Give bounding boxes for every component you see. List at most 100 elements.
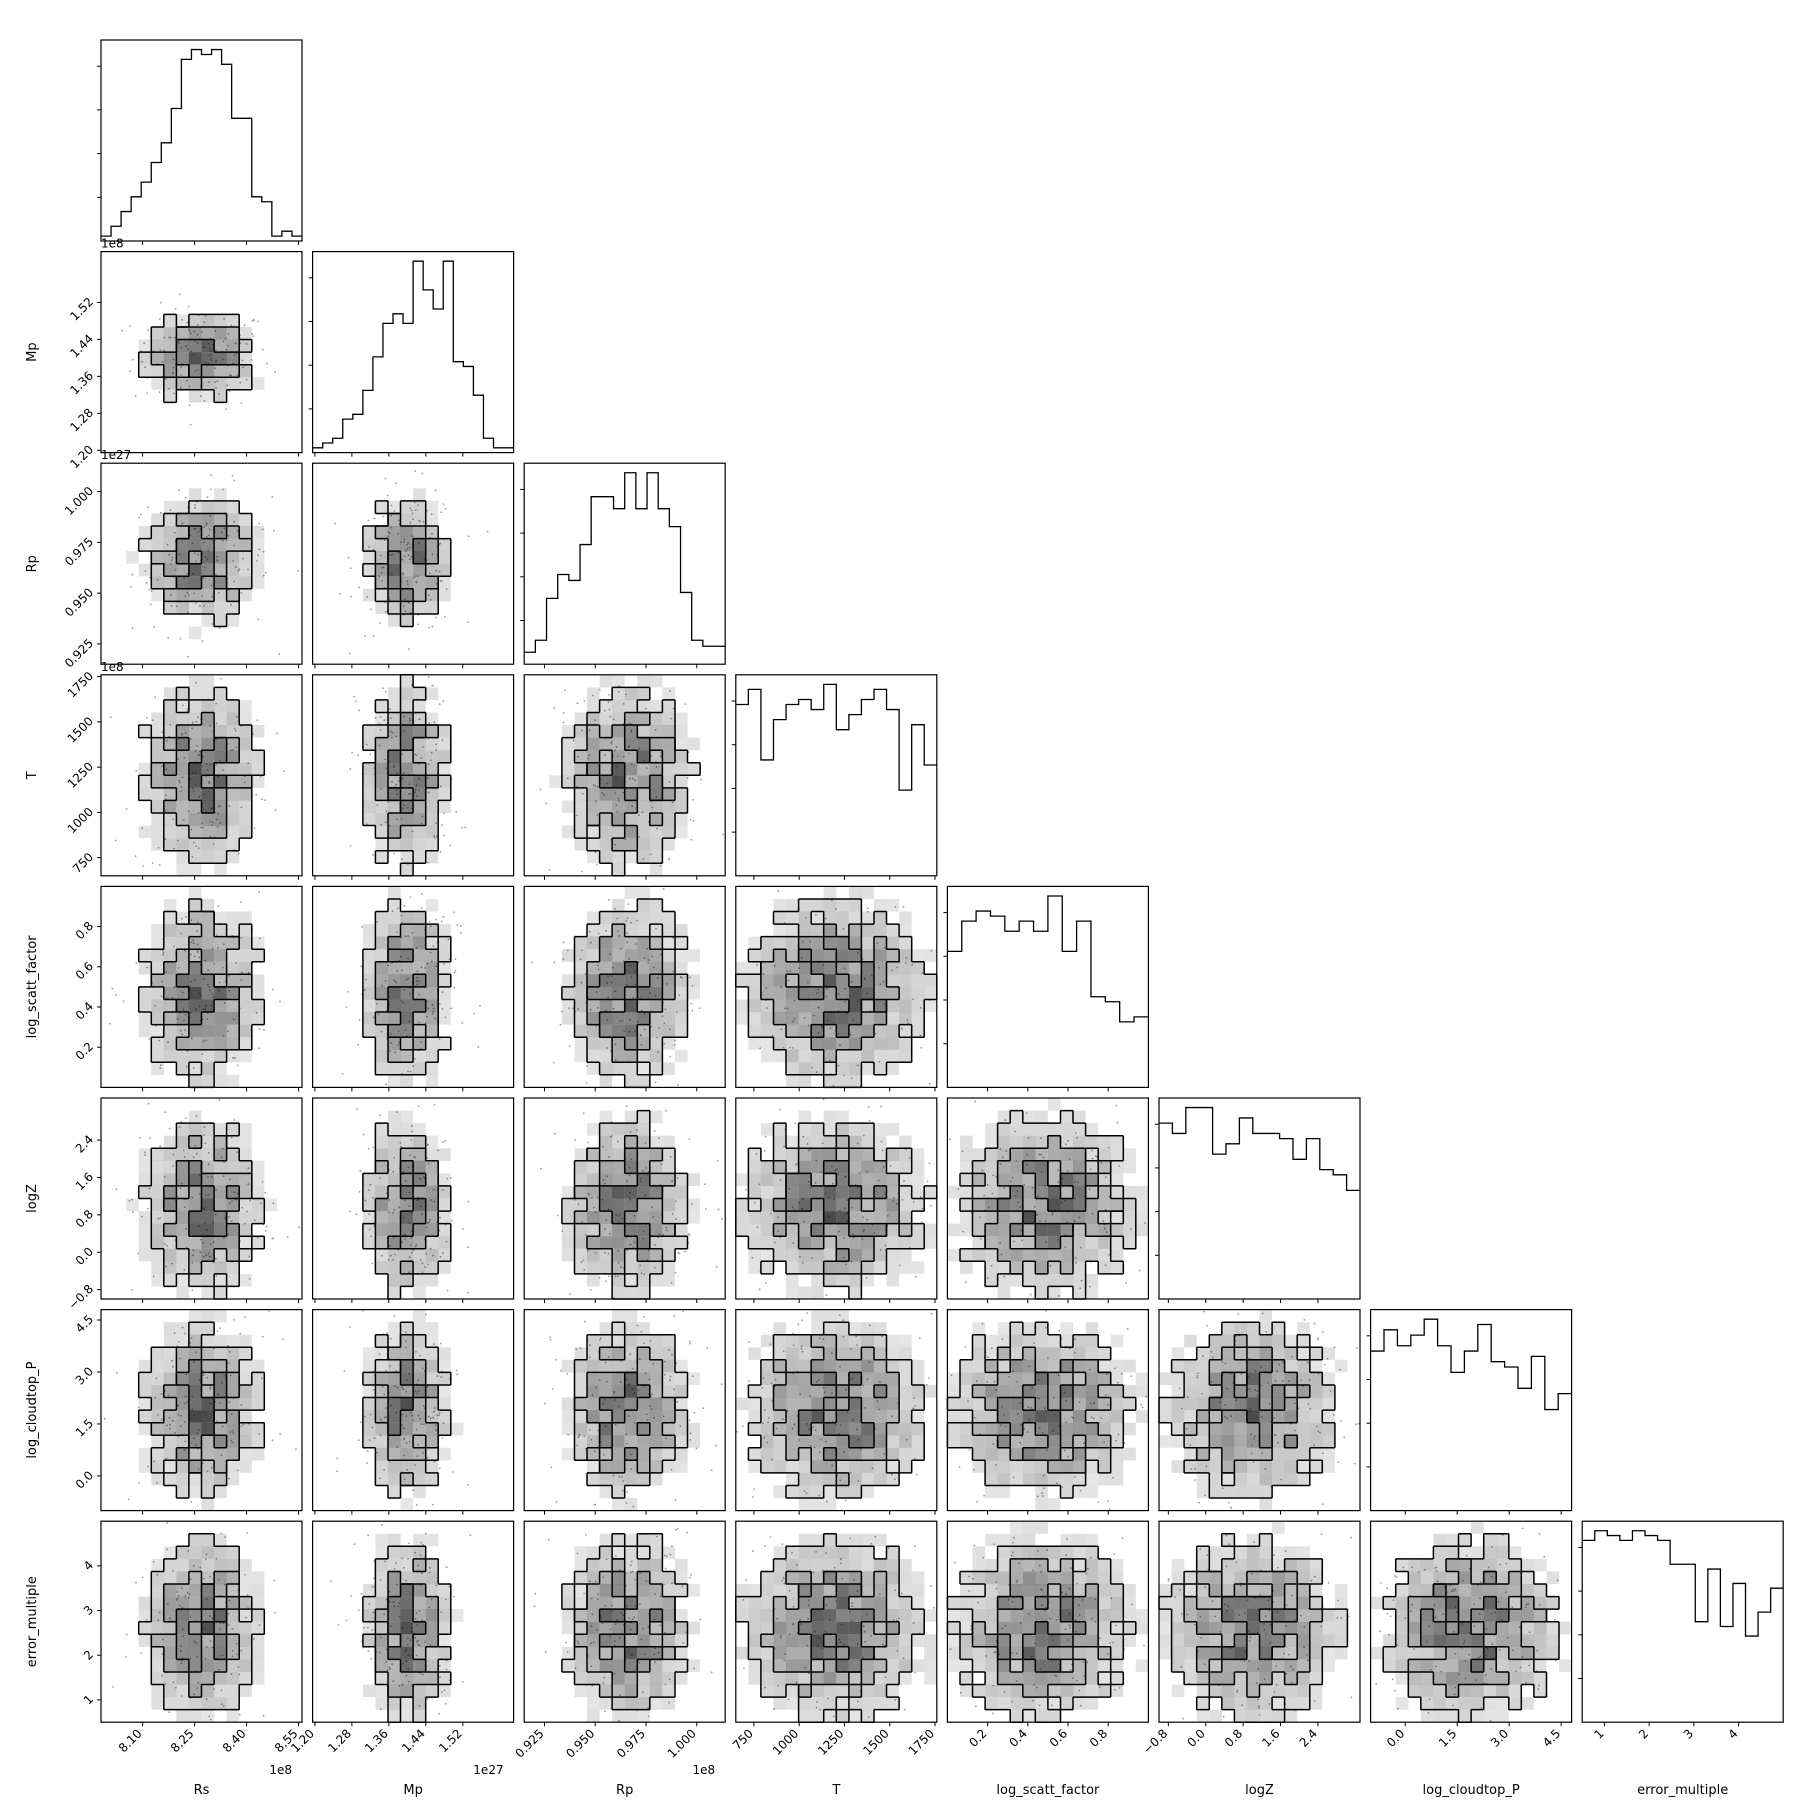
density-cell: [735, 1173, 749, 1186]
density-cell: [1073, 1261, 1086, 1274]
density-cell: [176, 1236, 189, 1249]
density-cell: [239, 813, 252, 826]
density-cell: [226, 725, 240, 738]
sample-point: [146, 392, 149, 395]
density-cell: [649, 1062, 663, 1075]
density-cell: [201, 1309, 215, 1323]
density-cell: [836, 1236, 849, 1249]
sample-point: [336, 1457, 339, 1460]
density-cell: [239, 737, 252, 751]
sample-point: [216, 380, 219, 383]
sample-point: [552, 1061, 555, 1064]
sample-point: [404, 550, 407, 553]
density-cell: [823, 899, 837, 912]
y-axis-label: Mp: [25, 342, 40, 361]
density-cell: [773, 1347, 787, 1360]
sample-point: [704, 1208, 707, 1210]
density-cell: [997, 1148, 1011, 1161]
density-cell: [624, 1049, 638, 1063]
density-cell: [375, 936, 388, 950]
density-cell: [637, 838, 650, 851]
sample-point: [186, 321, 189, 324]
density-cell: [911, 1422, 925, 1436]
panel-frame: [523, 462, 726, 665]
density-cell: [848, 1422, 862, 1436]
sample-point: [408, 546, 411, 549]
sample-point: [402, 572, 405, 575]
density-cell: [438, 974, 451, 987]
density-cell: [899, 1248, 912, 1262]
density-cell: [226, 1261, 240, 1274]
density-cell: [226, 825, 240, 839]
sample-point: [440, 580, 443, 582]
density-cell: [151, 762, 164, 776]
density-cell: [201, 1472, 215, 1486]
density-cell: [425, 1135, 439, 1149]
density-cell: [798, 1135, 812, 1149]
density-cell: [786, 1334, 799, 1348]
density-cell: [201, 1498, 215, 1511]
sample-point: [406, 580, 409, 583]
density-cell: [201, 1160, 215, 1174]
density-cell: [251, 1435, 265, 1448]
density-cell: [163, 1012, 177, 1025]
y-tick-label: 0.0: [73, 1468, 96, 1491]
density-cell: [188, 974, 202, 987]
sample-point: [164, 1111, 167, 1113]
sample-point: [662, 887, 665, 890]
sample-point: [409, 611, 412, 614]
density-cell: [587, 1472, 600, 1486]
density-cell: [163, 936, 177, 950]
density-cell: [997, 1223, 1011, 1237]
density-cell: [561, 1185, 575, 1199]
density-cell: [400, 924, 414, 937]
sample-point: [215, 764, 217, 766]
density-cell: [138, 825, 152, 839]
density-cell: [151, 986, 164, 1000]
density-cell: [612, 1385, 625, 1398]
density-cell: [811, 1049, 824, 1063]
density-cell: [176, 1185, 189, 1199]
density-cell: [823, 924, 837, 937]
sample-point: [414, 753, 416, 756]
sample-point: [764, 1135, 767, 1138]
density-cell: [823, 961, 837, 975]
density-cell: [1035, 1160, 1048, 1174]
density-cell: [413, 838, 426, 851]
sample-point: [358, 586, 361, 589]
density-cell: [798, 1334, 812, 1348]
sample-point: [258, 1028, 261, 1030]
density-cell: [599, 1110, 613, 1124]
density-cell: [874, 1236, 887, 1249]
sample-point: [203, 605, 206, 607]
density-cell: [760, 1422, 774, 1436]
density-cell: [786, 1049, 799, 1063]
density-cell: [574, 1422, 588, 1436]
density-cell: [662, 1410, 675, 1423]
density-cell: [687, 1422, 701, 1436]
sample-point: [426, 777, 429, 780]
density-cell: [188, 1012, 202, 1025]
density-cell: [637, 986, 650, 1000]
density-cell: [823, 1397, 837, 1411]
density-cell: [587, 1397, 600, 1411]
density-cell: [861, 949, 874, 962]
density-cell: [662, 1447, 675, 1461]
sample-point: [583, 700, 586, 702]
density-cell: [836, 1110, 849, 1124]
density-cell: [760, 1334, 774, 1348]
density-cell: [425, 1012, 439, 1025]
density-cell: [400, 1322, 414, 1335]
sample-point: [184, 732, 187, 735]
sample-point: [715, 1444, 718, 1447]
density-cell: [214, 1123, 227, 1136]
density-cell: [375, 825, 388, 839]
density-cell: [823, 974, 837, 987]
sample-point: [179, 374, 182, 376]
density-cell: [561, 949, 575, 962]
density-cell: [138, 1024, 152, 1038]
density-cell: [438, 800, 451, 813]
density-cell: [599, 986, 613, 1000]
density-cell: [400, 1273, 414, 1287]
sample-point: [226, 384, 229, 387]
